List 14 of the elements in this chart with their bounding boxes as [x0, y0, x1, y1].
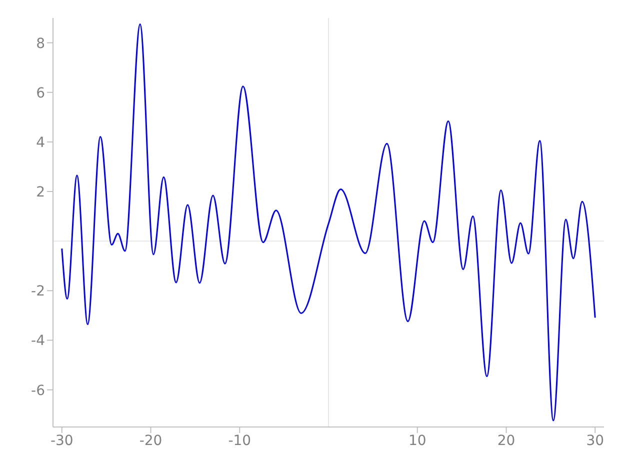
y-tick-label: 4 [36, 134, 46, 151]
x-tick-label: 30 [586, 432, 604, 449]
line-series [61, 23, 596, 422]
y-tick-label: -2 [31, 284, 45, 300]
x-tick-label: -30 [50, 432, 74, 449]
x-tick-label: 10 [408, 432, 426, 449]
y-tick-label: 2 [36, 184, 45, 200]
y-tick-label: 8 [36, 36, 45, 52]
x-tick-label: -20 [139, 432, 162, 449]
x-tick-label: 20 [497, 432, 516, 449]
y-tick-label: -4 [31, 333, 46, 350]
y-tick-label: 6 [36, 85, 46, 102]
y-tick-label: -6 [31, 382, 46, 399]
x-tick-label: -10 [228, 432, 252, 449]
